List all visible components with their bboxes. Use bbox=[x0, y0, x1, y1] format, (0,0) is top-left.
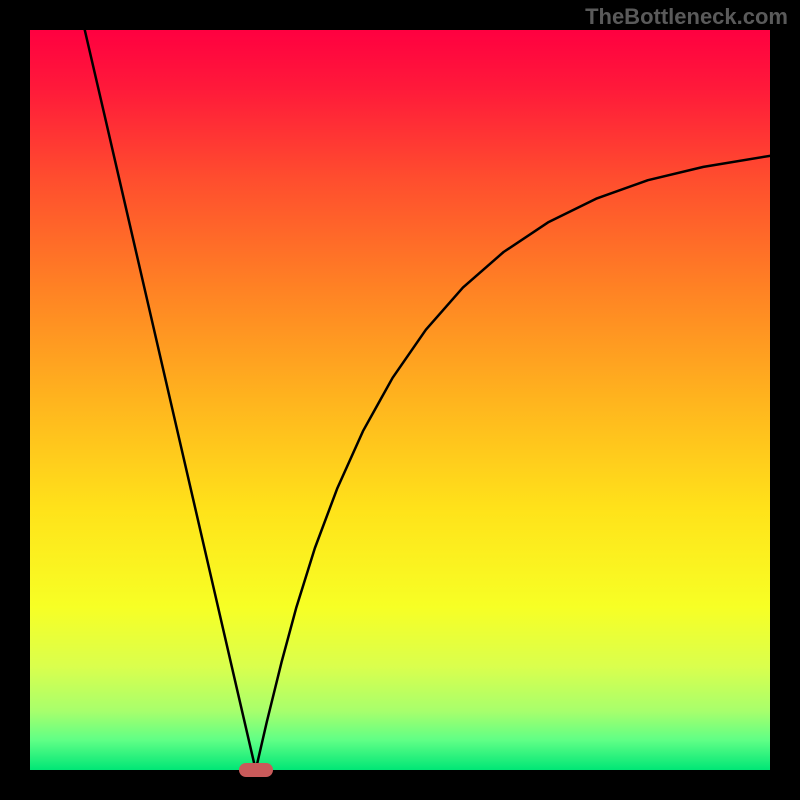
watermark-text: TheBottleneck.com bbox=[585, 4, 788, 30]
bottleneck-curve bbox=[30, 30, 770, 770]
optimal-marker bbox=[239, 763, 273, 777]
plot-area bbox=[30, 30, 770, 770]
